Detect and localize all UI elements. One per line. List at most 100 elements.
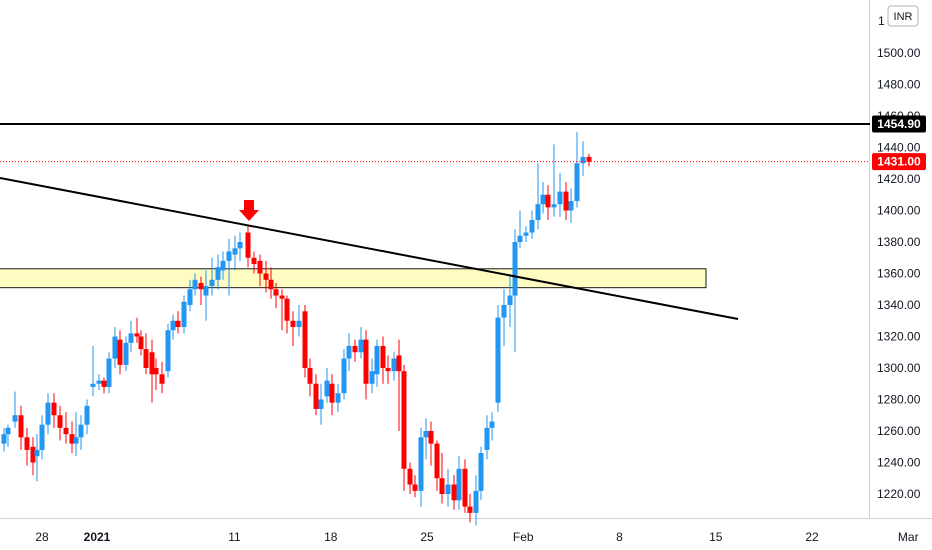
candle xyxy=(535,163,541,230)
candle xyxy=(78,415,84,450)
candle xyxy=(73,412,79,457)
candle xyxy=(545,185,551,220)
candle xyxy=(302,305,308,378)
candle xyxy=(290,311,296,346)
time-tick-label: 2021 xyxy=(84,530,111,544)
down-arrow-marker[interactable] xyxy=(239,200,259,221)
candle xyxy=(451,475,457,510)
candle xyxy=(434,440,440,491)
candle xyxy=(198,276,204,305)
candle xyxy=(529,210,535,239)
candle xyxy=(220,251,226,280)
candle xyxy=(445,468,451,507)
candle xyxy=(341,349,347,400)
candle xyxy=(51,393,57,428)
candle xyxy=(489,412,495,441)
time-tick-label: 15 xyxy=(709,530,723,544)
candle xyxy=(18,405,24,450)
candle xyxy=(12,391,18,428)
price-tick-label: 1300.00 xyxy=(877,361,921,375)
candle xyxy=(39,415,45,460)
candle xyxy=(128,320,134,353)
candle xyxy=(313,374,319,416)
price-tick-label: 1220.00 xyxy=(877,487,921,501)
price-tick-label: 1440.00 xyxy=(877,141,921,155)
candlesticks xyxy=(1,131,592,526)
price-tick-label: 1320.00 xyxy=(877,330,921,344)
candle xyxy=(143,333,149,375)
candle xyxy=(484,415,490,460)
currency-button[interactable]: INR xyxy=(887,5,919,27)
candle xyxy=(374,339,380,387)
time-tick-label: Mar xyxy=(898,530,919,544)
candle xyxy=(237,232,243,261)
candle xyxy=(473,475,479,526)
candle xyxy=(69,421,75,454)
candle xyxy=(501,289,507,346)
candle xyxy=(101,377,107,394)
candle xyxy=(134,317,140,343)
price-tick-label: 1420.00 xyxy=(877,172,921,186)
price-tick-label: 1260.00 xyxy=(877,424,921,438)
time-tick-label: 8 xyxy=(616,530,623,544)
candle xyxy=(90,345,96,397)
candle xyxy=(574,131,580,208)
candle xyxy=(96,374,102,391)
price-tick-label: 1340.00 xyxy=(877,298,921,312)
price-tick-label: 1380.00 xyxy=(877,235,921,249)
candle xyxy=(335,383,341,413)
candle xyxy=(557,172,563,217)
price-tick-label: 1500.00 xyxy=(877,46,921,60)
price-tick-label: 1480.00 xyxy=(877,78,921,92)
candle xyxy=(63,412,69,444)
candle xyxy=(478,446,484,501)
candle xyxy=(568,188,574,224)
candle xyxy=(296,305,302,337)
time-tick-label: 25 xyxy=(420,530,434,544)
time-tick-label: Feb xyxy=(513,530,534,544)
candle xyxy=(352,339,358,362)
candle xyxy=(24,427,30,466)
candle xyxy=(369,358,375,394)
candle xyxy=(203,270,209,321)
candle xyxy=(412,475,418,498)
candle xyxy=(187,279,193,312)
candle xyxy=(279,289,285,331)
candle xyxy=(251,251,257,274)
candle xyxy=(467,494,473,523)
candle xyxy=(175,311,181,334)
candle xyxy=(30,437,36,476)
last-price-badge: 1431.00 xyxy=(872,153,926,171)
candle xyxy=(1,427,7,452)
time-axis-ticks: 28 2021 11 18 25 Feb 8 15 22 Mar xyxy=(35,530,918,544)
candle xyxy=(273,282,279,309)
candle xyxy=(209,257,215,296)
candle xyxy=(380,336,386,384)
candle xyxy=(318,383,324,425)
candle xyxy=(181,295,187,334)
candle xyxy=(45,393,51,435)
candle xyxy=(123,336,129,372)
time-tick-label: 11 xyxy=(228,530,241,544)
candle xyxy=(523,226,529,242)
trendline[interactable] xyxy=(0,177,739,320)
candle xyxy=(153,358,159,391)
last-price-label: 1431.00 xyxy=(877,155,921,169)
candle xyxy=(462,459,468,513)
candle xyxy=(138,330,144,356)
candle xyxy=(586,153,592,167)
partial-top-tick-label: 1 xyxy=(878,14,885,28)
time-tick-label: 22 xyxy=(805,530,819,544)
candle xyxy=(363,330,369,400)
candle xyxy=(391,352,397,381)
candle xyxy=(439,453,445,504)
support-zone[interactable] xyxy=(0,268,707,289)
candle xyxy=(84,399,90,435)
resistance-level-badge: 1454.90 xyxy=(872,115,926,133)
candle xyxy=(117,330,123,375)
candle xyxy=(57,405,63,441)
price-axis-ticks: 1500.001480.001460.001440.001420.001400.… xyxy=(877,46,921,501)
candle xyxy=(407,462,413,494)
candle xyxy=(423,418,429,460)
